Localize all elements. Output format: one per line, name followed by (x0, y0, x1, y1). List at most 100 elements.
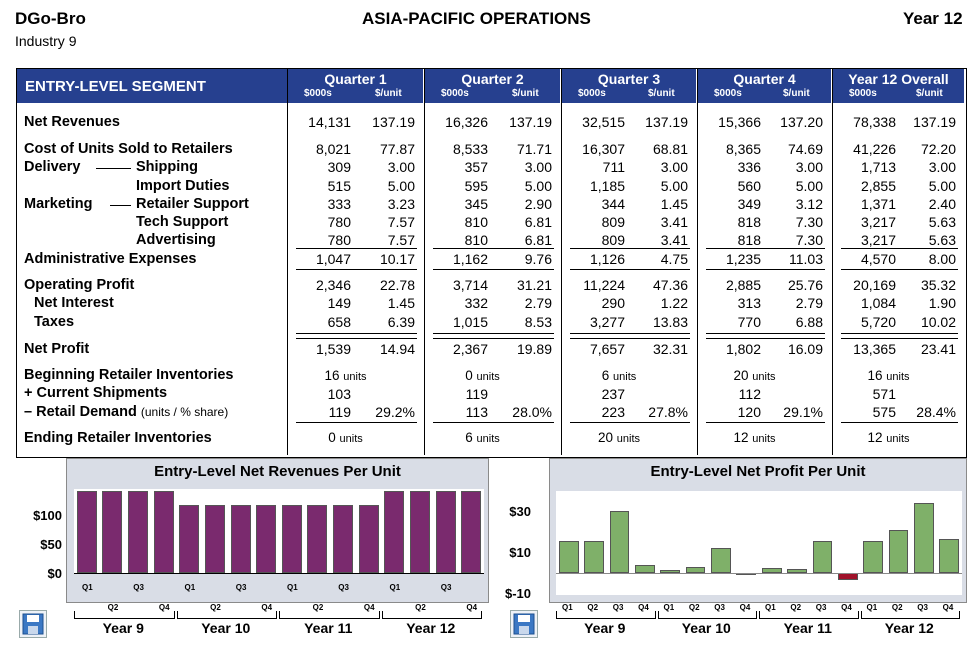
quarter-label: Q1 (562, 603, 573, 612)
chart-bar (634, 564, 655, 574)
cell-admin-amount: 1,126 (589, 251, 625, 267)
cell-net_profit-per-unit: 23.41 (920, 341, 956, 357)
label-tech-support: Tech Support (136, 214, 229, 230)
sum-underline (841, 269, 958, 270)
quarter-label: Q3 (714, 603, 725, 612)
chart-bar (179, 504, 200, 573)
inventory-count: 12 (867, 430, 883, 445)
cell-net_interest-amount: 1,084 (860, 295, 896, 311)
cell-beginning-inventory: 16 units (288, 368, 403, 383)
cell-net_revenues-per-unit: 137.20 (780, 114, 823, 130)
cell-cost-amount: 8,021 (315, 141, 351, 157)
quarter-label: Q4 (638, 603, 649, 612)
quarter-label: Q3 (917, 603, 928, 612)
label-retailer-support: Retailer Support (136, 196, 249, 212)
zero-line (556, 573, 962, 575)
quarter-label: Q2 (790, 603, 802, 612)
cell-admin-per-unit: 4.75 (660, 251, 688, 267)
cell-net_revenues-amount: 14,131 (308, 114, 351, 130)
sum-underline (706, 269, 825, 270)
year-bracket (381, 611, 482, 619)
segment-title: ENTRY-LEVEL SEGMENT (25, 78, 206, 95)
cell-tech_support-per-unit: 3.41 (660, 214, 688, 230)
column-divider (697, 69, 698, 455)
quarter-label: Q3 (235, 583, 247, 592)
year-label: Year 10 (201, 620, 251, 636)
cell-ending-inventory: 0 units (288, 430, 403, 445)
company-name: DGo-Bro (15, 9, 86, 28)
column-unit-per-unit: $/unit (375, 88, 402, 99)
cell-ending-inventory: 12 units (833, 430, 944, 445)
inventory-count: 6 (601, 368, 610, 383)
chart-bar (711, 548, 731, 574)
quarter-label: Q4 (942, 603, 954, 612)
cell-taxes-per-unit: 6.39 (387, 314, 415, 330)
chart-bar (333, 504, 354, 573)
sum-underline (841, 422, 958, 423)
cell-shipping-amount: 309 (327, 159, 351, 175)
units-label: units (752, 433, 776, 445)
sum-underline (433, 422, 554, 423)
cell-op_profit-amount: 11,224 (583, 277, 625, 293)
chart-bar (584, 540, 604, 574)
units-label: units (339, 433, 363, 445)
column-divider (561, 69, 562, 455)
chart-bar (384, 490, 405, 573)
cell-ending-inventory: 12 units (698, 430, 811, 445)
chart-bar (435, 490, 456, 573)
cell-op_profit-amount: 20,169 (853, 277, 896, 293)
cell-taxes-amount: 5,720 (860, 314, 896, 330)
units-label: units (886, 371, 910, 383)
save-icon[interactable] (19, 610, 47, 638)
marketing-connector (110, 205, 131, 206)
cell-op_profit-per-unit: 31.21 (516, 277, 552, 293)
chart-bar (307, 504, 328, 573)
sum-underline (296, 248, 417, 249)
cell-cost-amount: 8,365 (725, 141, 761, 157)
cell-tech_support-amount: 818 (737, 214, 761, 230)
y-tick-label: $0 (47, 566, 62, 581)
chart-bar (609, 510, 630, 574)
sum-underline (841, 333, 958, 334)
cell-tech_support-amount: 780 (327, 214, 351, 230)
label-ending-inventories: Ending Retailer Inventories (24, 430, 212, 446)
cell-advertising-per-unit: 5.63 (928, 232, 956, 248)
chart-title: Entry-Level Net Profit Per Unit (650, 463, 866, 480)
cell-tech_support-amount: 3,217 (860, 214, 896, 230)
year-bracket (860, 611, 960, 619)
column-header: Quarter 4 $000s $/unit (698, 69, 831, 103)
label-marketing: Marketing (24, 196, 93, 212)
chart-bar (761, 567, 782, 574)
cell-retail-share: 28.0% (512, 404, 552, 420)
cell-retail-demand: 120 (737, 404, 761, 420)
cell-net_interest-per-unit: 1.22 (660, 295, 688, 311)
sum-underline (841, 248, 958, 249)
cell-net_interest-per-unit: 2.79 (524, 295, 552, 311)
cell-shipping-per-unit: 3.00 (524, 159, 552, 175)
quarter-label: Q1 (663, 603, 675, 612)
cell-retailer_support-per-unit: 3.12 (795, 196, 823, 212)
column-header: Quarter 1 $000s $/unit (288, 69, 423, 103)
y-tick-label: $30 (509, 504, 531, 519)
cell-retailer_support-amount: 345 (464, 196, 488, 212)
cell-net_revenues-per-unit: 137.19 (372, 114, 415, 130)
quarter-label: Q2 (587, 603, 599, 612)
industry-label: Industry 9 (15, 33, 77, 49)
cell-tech_support-amount: 810 (464, 214, 488, 230)
cell-retail-demand: 575 (872, 404, 896, 420)
cell-advertising-amount: 810 (464, 232, 488, 248)
chart-bar (888, 530, 909, 574)
units-label: units (476, 433, 500, 445)
column-title: Year 12 Overall (848, 71, 949, 87)
label-shipping: Shipping (136, 159, 199, 175)
column-unit-dollars: $000s (714, 88, 742, 99)
cell-current-shipments: 571 (872, 386, 896, 402)
cell-import-per-unit: 5.00 (660, 178, 688, 194)
sum-underline (296, 269, 417, 270)
save-icon[interactable] (510, 610, 538, 638)
cell-cost-amount: 41,226 (853, 141, 896, 157)
cell-import-amount: 1,185 (589, 178, 625, 194)
cell-op_profit-amount: 2,885 (725, 277, 761, 293)
cell-cost-amount: 16,307 (582, 141, 625, 157)
label-operating-profit: Operating Profit (24, 277, 135, 293)
